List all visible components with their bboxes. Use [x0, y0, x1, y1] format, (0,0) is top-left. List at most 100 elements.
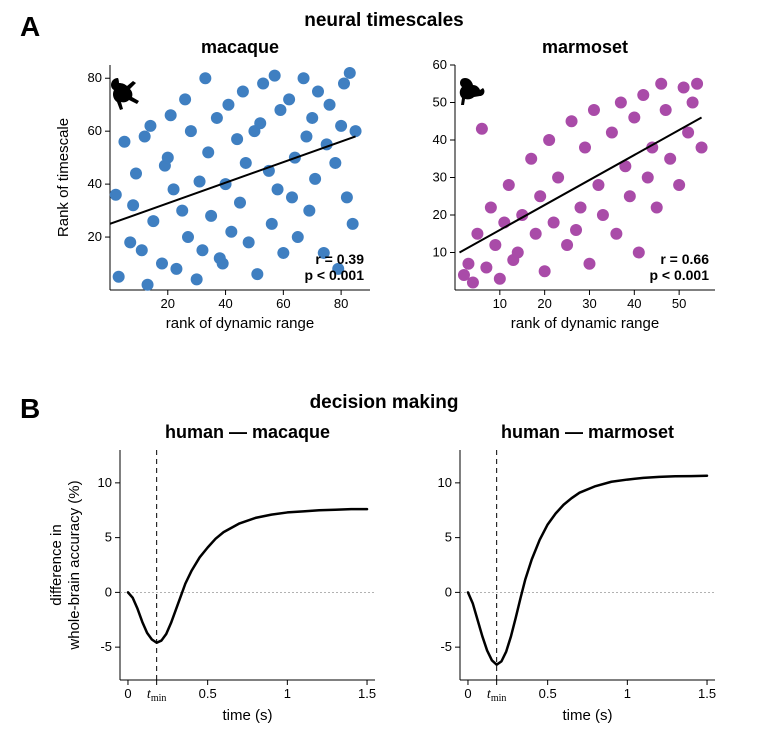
xlabel: rank of dynamic range: [511, 315, 659, 332]
scatter-point: [566, 115, 578, 127]
marmoset-icon: [460, 78, 485, 105]
scatter-point: [185, 125, 197, 137]
scatter-point: [664, 153, 676, 165]
scatter-point: [583, 258, 595, 270]
ylabel: Rank of timescale: [55, 118, 72, 237]
scatter-point: [298, 72, 310, 84]
scatter-point: [222, 99, 234, 111]
scatter-point: [283, 93, 295, 105]
scatter-point: [548, 217, 560, 229]
panel-b-title: decision making: [310, 392, 459, 413]
xtick-label: 30: [582, 296, 596, 311]
scatter-point: [610, 228, 622, 240]
xtick-label: 0.5: [539, 686, 557, 701]
scatter-point: [292, 231, 304, 243]
scatter-point: [678, 82, 690, 94]
scatter-point: [243, 236, 255, 248]
xtick-label: 1.5: [358, 686, 376, 701]
scatter-point: [113, 271, 125, 283]
xtick-label: 0: [464, 686, 471, 701]
scatter-point: [118, 136, 130, 148]
scatter-point: [525, 153, 537, 165]
xlabel: time (s): [563, 707, 613, 724]
xtick-label: 1: [284, 686, 291, 701]
scatter-point: [543, 134, 555, 146]
scatter-point: [329, 157, 341, 169]
xlabel: time (s): [223, 707, 273, 724]
scatter-point: [309, 173, 321, 185]
scatter-point: [696, 142, 708, 154]
ytick-label: 5: [105, 530, 112, 545]
scatter-point: [240, 157, 252, 169]
scatter-point: [211, 112, 223, 124]
scatter-point: [552, 172, 564, 184]
ytick-label: 10: [433, 245, 447, 260]
scatter-point: [217, 258, 229, 270]
xtick-label: 40: [218, 296, 232, 311]
stat-p: p < 0.001: [649, 267, 709, 283]
scatter-point: [660, 104, 672, 116]
scatter-point: [144, 120, 156, 132]
scatter-point: [633, 247, 645, 259]
ytick-label: 30: [433, 170, 447, 185]
ytick-label: -5: [100, 639, 112, 654]
xtick-label: 20: [161, 296, 175, 311]
scatter-point: [615, 97, 627, 109]
ytick-label: 10: [98, 475, 112, 490]
scatter-point: [170, 263, 182, 275]
scatter-point: [471, 228, 483, 240]
scatter-point: [234, 197, 246, 209]
xtick-label: 0: [124, 686, 131, 701]
scatter-point: [480, 262, 492, 274]
scatter-point: [176, 205, 188, 217]
scatter-point: [194, 175, 206, 187]
ytick-label: -5: [440, 639, 452, 654]
ytick-label: 20: [88, 229, 102, 244]
scatter-point: [179, 93, 191, 105]
stat-r: r = 0.39: [315, 251, 364, 267]
xtick-label: 40: [627, 296, 641, 311]
scatter-point: [130, 168, 142, 180]
scatter-point: [597, 209, 609, 221]
scatter-point: [272, 183, 284, 195]
xtick-label: 0.5: [199, 686, 217, 701]
scatter-point: [274, 104, 286, 116]
subplot-title: macaque: [201, 37, 279, 57]
scatter-point: [338, 78, 350, 90]
scatter-point: [127, 199, 139, 211]
xtick-tmin: tmin: [487, 687, 506, 704]
scatter-point: [142, 279, 154, 291]
xlabel: rank of dynamic range: [166, 315, 314, 332]
scatter-point: [300, 130, 312, 142]
scatter-point: [156, 258, 168, 270]
xtick-label: 20: [537, 296, 551, 311]
scatter-point: [628, 112, 640, 124]
scatter-point: [503, 179, 515, 191]
scatter-point: [110, 189, 122, 201]
scatter-point: [277, 247, 289, 259]
scatter-point: [165, 109, 177, 121]
scatter-point: [534, 190, 546, 202]
scatter-point: [485, 202, 497, 214]
scatter-point: [462, 258, 474, 270]
scatter-point: [655, 78, 667, 90]
scatter-point: [489, 239, 501, 251]
scatter-point: [350, 125, 362, 137]
scatter-point: [196, 244, 208, 256]
scatter-point: [642, 172, 654, 184]
subplot-title: human — marmoset: [501, 422, 674, 442]
scatter-point: [467, 277, 479, 289]
ytick-label: 20: [433, 207, 447, 222]
scatter-point: [303, 205, 315, 217]
xtick-label: 60: [276, 296, 290, 311]
ytick-label: 5: [445, 530, 452, 545]
ytick-label: 40: [88, 176, 102, 191]
scatter-point: [191, 273, 203, 285]
scatter-point: [494, 273, 506, 285]
scatter-point: [324, 99, 336, 111]
scatter-point: [254, 117, 266, 129]
scatter-point: [512, 247, 524, 259]
scatter-point: [347, 218, 359, 230]
scatter-point: [205, 210, 217, 222]
scatter-point: [147, 215, 159, 227]
